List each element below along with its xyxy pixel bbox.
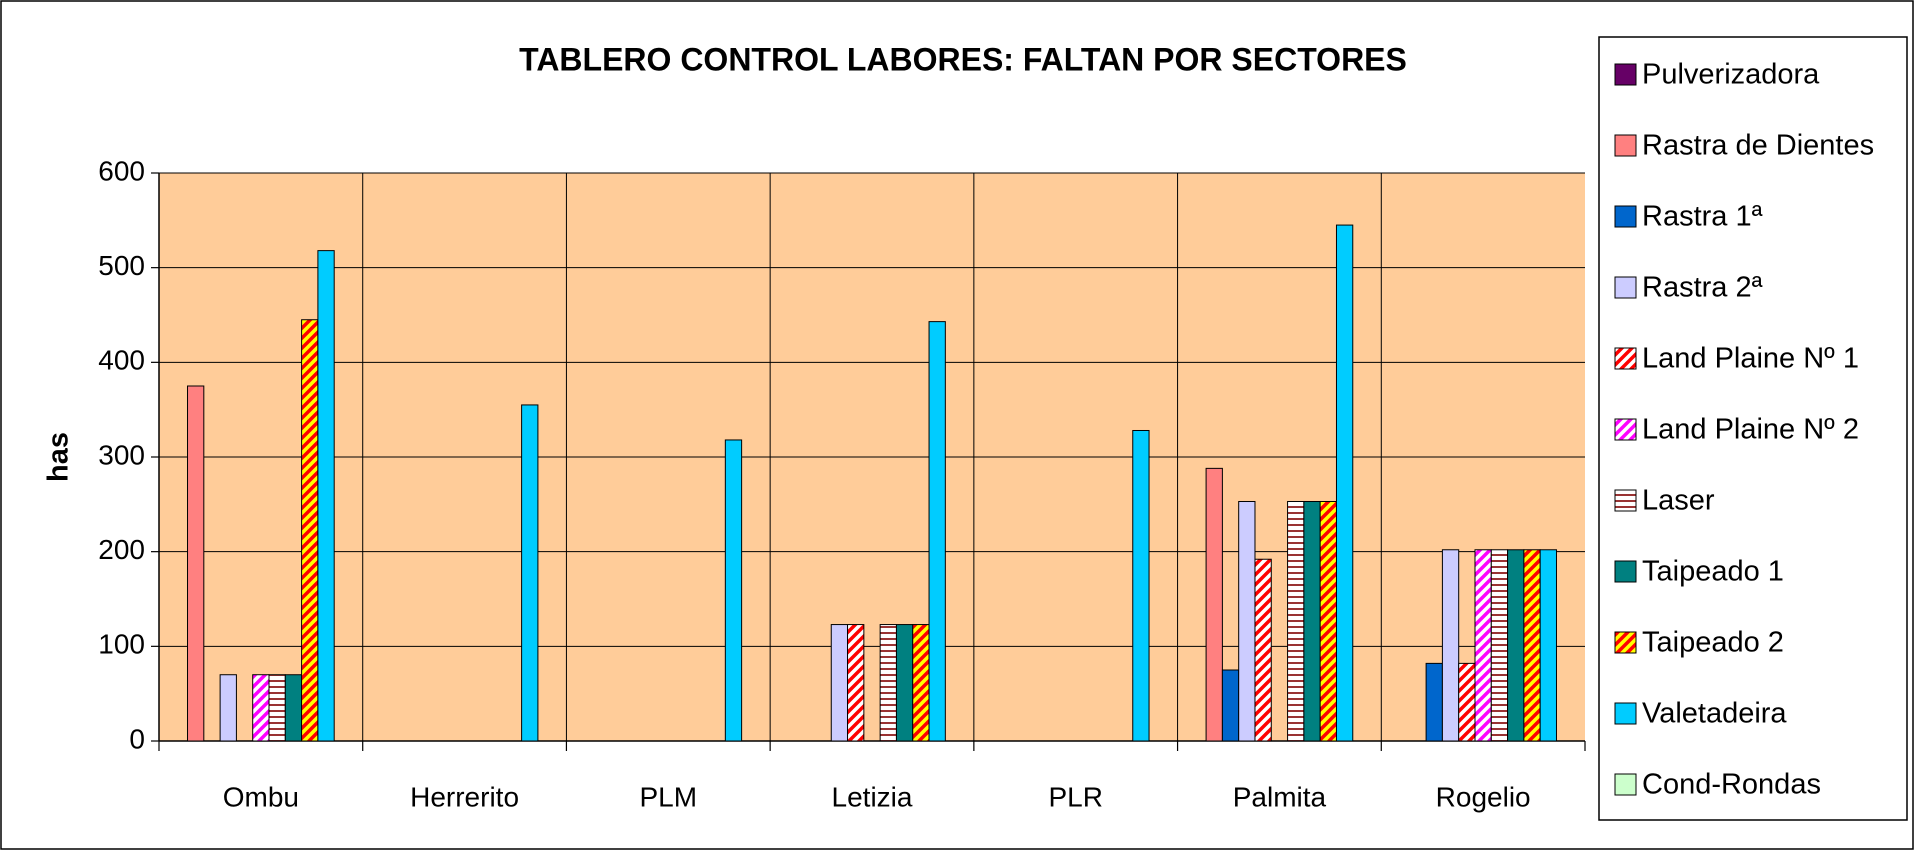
legend-label: Rastra de Dientes [1642,130,1874,162]
bar [830,624,849,742]
bar [1319,500,1337,742]
legend-swatch [1614,418,1637,441]
bar [1221,669,1240,742]
legend-swatch [1614,347,1637,370]
y-tick-label: 200 [98,534,145,565]
y-tick-label: 300 [98,439,145,470]
bar [912,624,930,742]
legend-label: Land Plaine Nº 2 [1642,414,1859,446]
bar [1335,224,1354,742]
bar [317,250,335,742]
bar [1523,549,1541,742]
bar [268,674,286,742]
x-tick-label: PLR [1048,781,1102,812]
bar [219,674,237,742]
bar [1303,500,1321,742]
bar [1254,558,1272,742]
bar [1132,429,1150,742]
legend-label: Rastra 1ª [1642,201,1763,233]
x-tick-label: Letizia [832,781,913,812]
bar [724,439,743,742]
bar [521,404,539,742]
bar [1507,549,1525,742]
y-tick-label: 100 [98,629,145,660]
y-axis-label: has [43,432,75,482]
legend-swatch [1614,631,1637,654]
bar [1474,549,1492,742]
legend-label: Taipeado 2 [1642,627,1784,659]
legend-swatch [1614,276,1637,299]
y-tick-label: 400 [98,345,145,376]
bar [1539,549,1557,742]
bar [928,321,946,742]
bar [1441,549,1460,742]
legend-label: Valetadeira [1642,698,1787,730]
bar [1287,500,1305,742]
bar [301,319,319,742]
legend-swatch [1614,560,1637,583]
bar [1205,467,1223,742]
bar [895,624,914,742]
legend-label: Rastra 2ª [1642,272,1763,304]
bar [187,385,205,742]
legend-label: Laser [1642,485,1715,517]
y-tick-label: 600 [98,155,145,186]
legend-label: Land Plaine Nº 1 [1642,343,1859,375]
bar [1490,549,1509,742]
x-tick-label: Rogelio [1436,781,1531,812]
chart-title: TABLERO CONTROL LABORES: FALTAN POR SECT… [519,41,1407,77]
bar [1425,662,1443,742]
legend-label: Cond-Rondas [1642,769,1821,801]
x-tick-label: Palmita [1233,781,1327,812]
bar [284,674,303,742]
legend-label: Pulverizadora [1642,59,1820,91]
bar [847,624,865,742]
bar [879,624,897,742]
y-tick-label: 0 [129,723,145,754]
legend-swatch [1614,773,1637,796]
bar [1458,662,1476,742]
legend-box [1598,36,1908,821]
legend-swatch [1614,63,1637,86]
legend-swatch [1614,205,1637,228]
x-tick-label: PLM [639,781,697,812]
legend-swatch [1614,134,1637,157]
legend-swatch [1614,489,1637,512]
bar [252,674,270,742]
y-tick-label: 500 [98,250,145,281]
x-tick-label: Ombu [223,781,299,812]
x-tick-label: Herrerito [410,781,519,812]
legend-swatch [1614,702,1637,725]
bar [1238,500,1256,742]
legend-label: Taipeado 1 [1642,556,1784,588]
